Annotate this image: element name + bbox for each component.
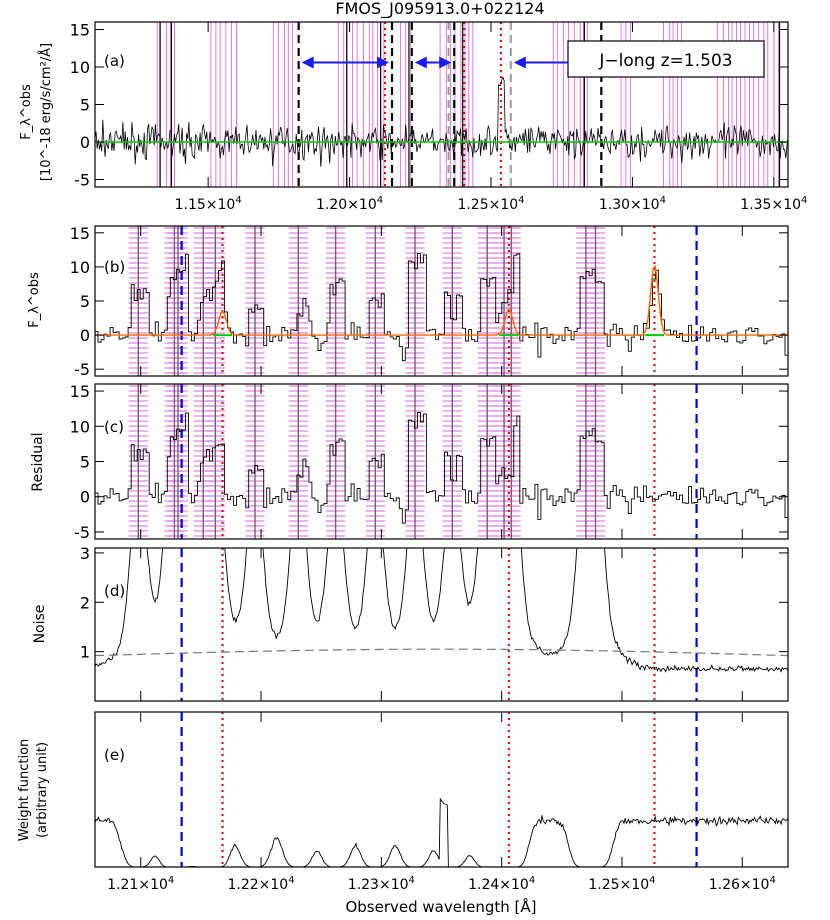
- weight-function-curve: [95, 797, 788, 867]
- axes-frame-d: [94, 547, 789, 702]
- line-markers-c: [180, 384, 698, 539]
- y-tick-label: -5: [74, 171, 90, 190]
- x-ticks-d: [140, 548, 743, 701]
- y-tick-label: 2: [80, 593, 90, 612]
- model-fit-b: [95, 264, 788, 336]
- sky-mask-lines: [128, 226, 606, 376]
- y-tick-label: 5: [80, 453, 90, 472]
- x-tick-label: 1.24×104: [468, 875, 535, 893]
- y-axis-label-b: F_λ^obs: [27, 272, 42, 328]
- y-axis-b: -5 0 5 10 15: [70, 224, 788, 379]
- arrow-head: [377, 56, 389, 69]
- x-tick-label: 1.26×104: [709, 875, 776, 893]
- panel-label-b: (b): [104, 258, 125, 276]
- x-tick-label: 1.35×104: [740, 195, 807, 213]
- x-axis-e: 1.21×104 1.22×104 1.23×104 1.24×104 1.25×104…: [107, 712, 776, 893]
- panel-label-d: (d): [104, 582, 125, 600]
- x-tick-label: 1.25×104: [457, 195, 524, 213]
- line-markers-e: [180, 712, 698, 867]
- panel-d: (d) 1 2 3 Noise: [32, 544, 789, 702]
- sky-mask-lines: [128, 384, 606, 539]
- y-axis-label-a-line2: [10^-18 erg/s/cm²/Å]: [38, 43, 54, 181]
- y-axis-label-c: Residual: [30, 432, 46, 491]
- x-tick-label: 1.30×104: [599, 195, 666, 213]
- panel-c: (c) -5 0 5 10 15 Residual: [30, 382, 789, 542]
- x-ticks-b: [140, 226, 743, 376]
- band-label: J−long z=1.503: [598, 51, 732, 71]
- expected-noise-curve: [95, 648, 788, 657]
- x-tick-label: 1.20×104: [316, 195, 383, 213]
- x-tick-label: 1.15×104: [175, 195, 242, 213]
- y-tick-label: 10: [70, 58, 90, 77]
- y-tick-label: 15: [70, 21, 90, 40]
- y-tick-label: 1: [80, 643, 90, 662]
- observed-spectrum-b: [95, 253, 788, 362]
- x-tick-label: 1.23×104: [348, 875, 415, 893]
- noise-spectrum: [95, 548, 788, 673]
- y-tick-label: 5: [80, 292, 90, 311]
- y-tick-label: -5: [74, 523, 90, 542]
- y-axis-label-e-line1: Weight function: [17, 739, 32, 842]
- x-tick-label: 1.22×104: [227, 875, 294, 893]
- observed-spectrum-a: [95, 76, 788, 167]
- y-tick-label: 10: [70, 258, 90, 277]
- x-tick-label: 1.21×104: [107, 875, 174, 893]
- arrow-head: [513, 56, 526, 69]
- x-tick-label: 1.25×104: [588, 875, 655, 893]
- y-tick-label: 15: [70, 382, 90, 401]
- x-axis-title: Observed wavelength [Å]: [345, 897, 536, 916]
- y-tick-label: 15: [70, 224, 90, 243]
- panel-label-c: (c): [104, 418, 124, 436]
- y-axis-d: 1 2 3: [80, 544, 788, 662]
- y-tick-label: -5: [74, 360, 90, 379]
- y-tick-label: 5: [80, 96, 90, 115]
- y-axis-label-a-line1: F_λ^obs: [19, 84, 34, 140]
- panel-label-a: (a): [104, 52, 125, 70]
- arrow-head: [414, 56, 427, 69]
- panel-label-e: (e): [104, 746, 125, 764]
- y-tick-label: 0: [80, 133, 90, 152]
- y-axis-label-d: Noise: [32, 605, 48, 644]
- band-label-box: [567, 40, 765, 78]
- panel-e: (e) 1.21×104 1.22×104 1.23×104 1.24×104 1.25…: [17, 711, 789, 893]
- line-markers-b: [180, 226, 698, 376]
- y-axis-label-e-line2: (arbitrary unit): [35, 742, 50, 838]
- axes-frame-e: [94, 711, 789, 868]
- x-axis-a: 1.15×104 1.20×104 1.25×104 1.30×104 1.35×104: [175, 22, 807, 213]
- y-axis-c: -5 0 5 10 15: [70, 382, 788, 542]
- y-axis-a: -5 0 5 10 15: [70, 21, 788, 190]
- residual-spectrum: [95, 412, 788, 524]
- y-tick-label: 0: [80, 326, 90, 345]
- panel-b: (b) -5 0 5 10 15 F_λ^obs: [27, 224, 789, 379]
- y-tick-label: 0: [80, 488, 90, 507]
- x-ticks-c: [140, 384, 743, 539]
- y-tick-label: 10: [70, 417, 90, 436]
- panel-a: J−long z=1.503 (a) -5 0 5 10 15 1.15×104 1.20…: [19, 21, 807, 214]
- line-markers-d: [180, 548, 698, 701]
- y-tick-label: 3: [80, 544, 90, 563]
- arrow-head: [301, 56, 314, 69]
- arrow-head: [439, 56, 452, 69]
- figure-title: FMOS_J095913.0+022124: [335, 0, 544, 19]
